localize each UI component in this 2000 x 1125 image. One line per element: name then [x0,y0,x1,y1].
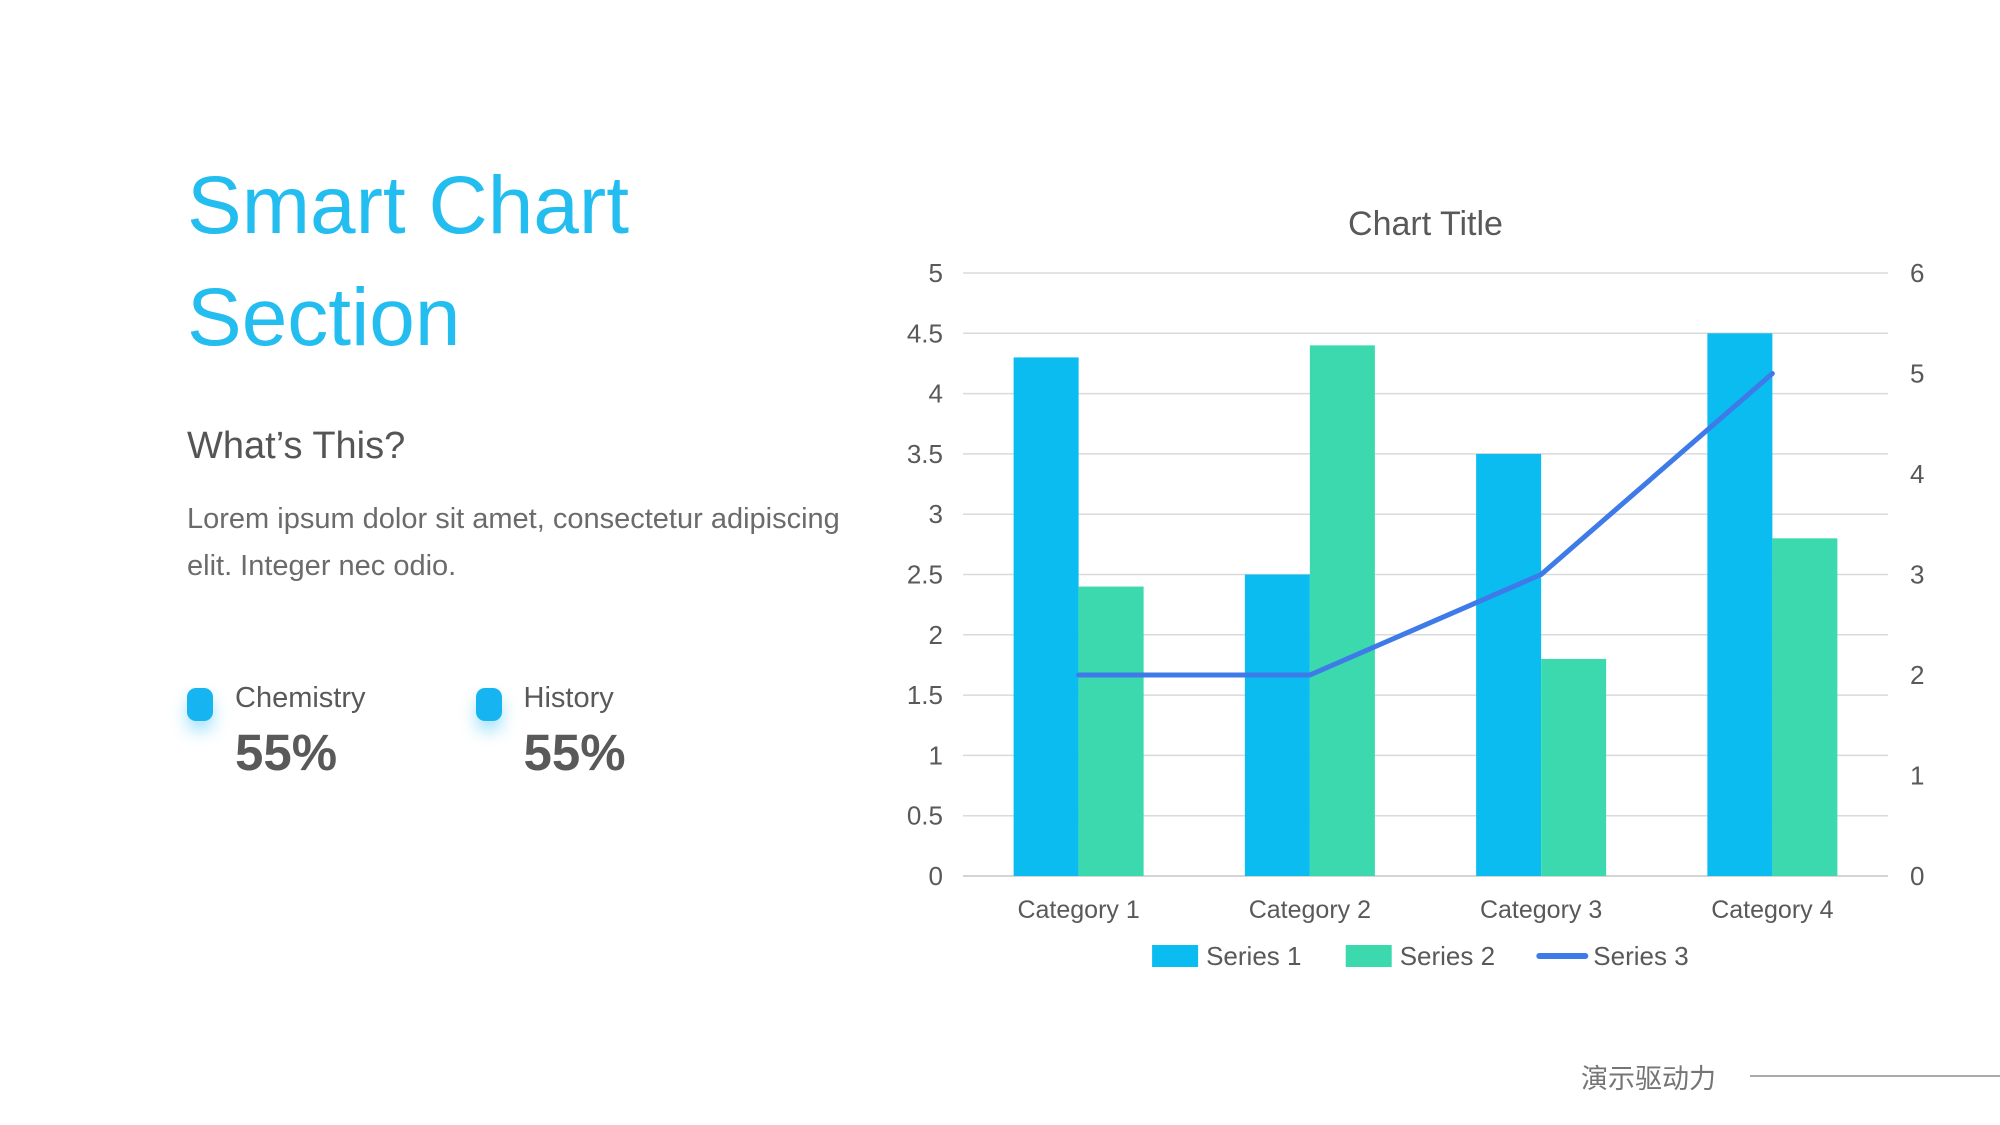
bullet-icon [187,688,213,721]
bar-series2-cat3 [1541,658,1607,876]
category-label: Category 1 [1017,896,1139,924]
legend-series2-swatch [1345,945,1392,967]
slide-subtitle: What’s This? [187,425,406,467]
footer-divider-line [1750,1075,2000,1077]
bar-series1-cat3 [1476,453,1542,876]
stats-row: Chemistry 55% History 55% [187,682,626,782]
bar-series2-cat2 [1309,345,1375,876]
right-axis-tick-label: 6 [1910,258,1924,288]
right-axis-tick-label: 3 [1910,560,1924,590]
left-axis-tick-label: 0.5 [907,801,943,831]
stat-text: History 55% [524,682,626,782]
left-axis-tick-label: 5 [929,258,943,288]
left-axis-tick-label: 2.5 [907,560,943,590]
chart-title: Chart Title [1348,205,1503,243]
stat-chemistry: Chemistry 55% [187,682,366,782]
left-axis-tick-label: 1.5 [907,680,943,710]
right-axis-tick-label: 2 [1910,660,1924,690]
bar-series1-cat1 [1013,357,1079,876]
slide-title: Smart Chart Section [187,160,629,364]
bar-series1-cat2 [1244,574,1310,876]
bar-series1-cat4 [1707,333,1773,876]
bar-series2-cat1 [1078,586,1144,876]
stat-label: History [523,682,614,714]
footer-brand-text: 演示驱动力 [1581,1064,1716,1094]
stat-value: 55% [523,724,626,781]
legend-series1-label: Series 1 [1206,941,1301,971]
legend-series1-swatch [1152,945,1199,967]
category-label: Category 3 [1480,896,1602,924]
legend-series2-label: Series 2 [1400,941,1495,971]
right-axis-tick-label: 0 [1910,861,1924,891]
category-label: Category 2 [1249,896,1371,924]
stat-text: Chemistry 55% [235,682,366,782]
category-label: Category 4 [1711,896,1833,924]
left-axis-tick-label: 3.5 [907,439,943,469]
left-axis-tick-label: 3 [929,499,943,529]
left-axis-tick-label: 4.5 [907,318,943,348]
left-axis-tick-label: 2 [929,620,943,650]
right-axis-tick-label: 4 [1910,459,1924,489]
left-axis-tick-label: 0 [929,861,943,891]
stat-label: Chemistry [235,682,366,714]
left-axis-tick-label: 4 [929,379,943,409]
bar-series2-cat4 [1772,538,1838,876]
stat-history: History 55% [475,682,626,782]
left-axis-tick-label: 1 [929,740,943,770]
combo-chart-svg: Chart Title 0 0.5 1 1.5 2 2.5 3 3.5 4 4.5 5 0 1 2 3 4 5 6 C… [907,205,1925,971]
legend-series3-label: Series 3 [1593,941,1688,971]
line-series3 [1076,371,1775,678]
right-axis-tick-label: 1 [1910,761,1924,791]
combo-chart: Chart Title 0 0.5 1 1.5 2 2.5 3 3.5 4 4.5 5 0 1 2 3 4 5 6 C… [880,190,2000,1000]
stat-value: 55% [235,724,338,781]
right-axis-tick-label: 5 [1910,359,1924,389]
slide-body-text: Lorem ipsum dolor sit amet, consectetur … [187,503,840,582]
bullet-icon [475,688,502,721]
